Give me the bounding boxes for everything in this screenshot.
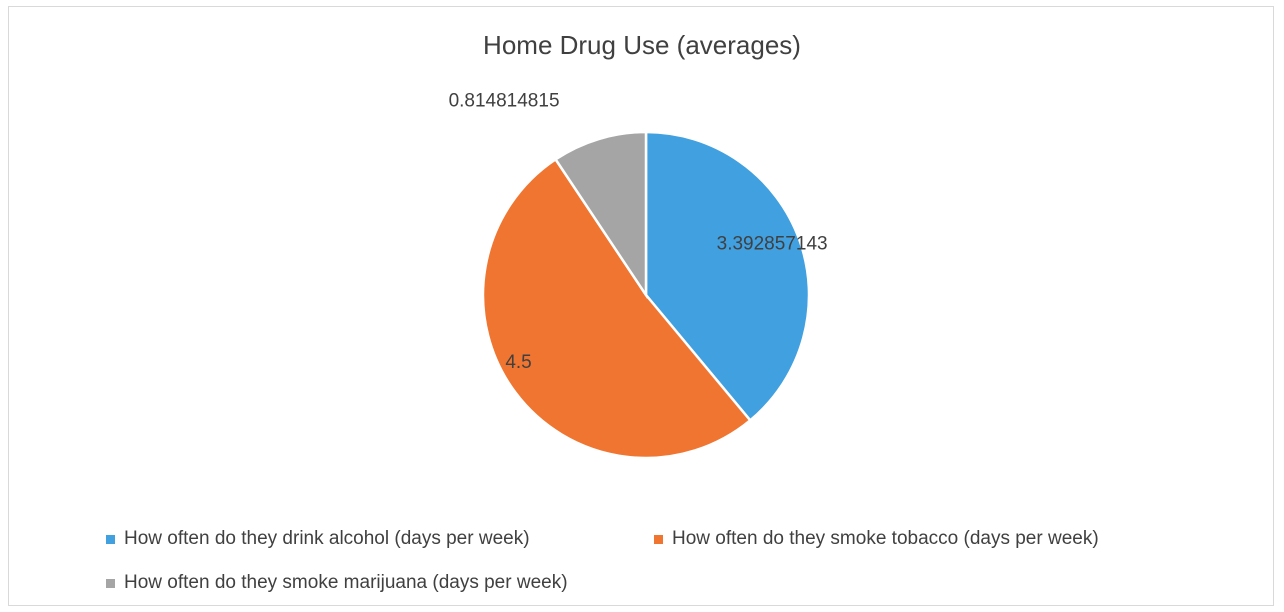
data-label-tobacco: 4.5 (505, 352, 531, 373)
data-label-marijuana: 0.814814815 (449, 90, 560, 111)
legend-label-marijuana: How often do they smoke marijuana (days … (124, 572, 568, 593)
chart-title: Home Drug Use (averages) (483, 30, 801, 60)
legend-item-alcohol: How often do they drink alcohol (days pe… (106, 528, 530, 550)
pie-slice-alcohol (644, 130, 811, 423)
legend-label-tobacco: How often do they smoke tobacco (days pe… (672, 528, 1099, 549)
legend-swatch-alcohol (106, 534, 115, 544)
legend-item-marijuana: How often do they smoke marijuana (days … (106, 572, 568, 594)
pie-slice-tobacco (481, 157, 752, 460)
pie-slice-marijuana (553, 130, 648, 300)
legend-item-tobacco: How often do they smoke tobacco (days pe… (654, 528, 1099, 550)
legend-swatch-marijuana (106, 578, 115, 588)
legend-swatch-tobacco (654, 534, 663, 544)
data-label-alcohol: 3.392857143 (717, 234, 828, 255)
legend-label-alcohol: How often do they drink alcohol (days pe… (124, 528, 530, 549)
